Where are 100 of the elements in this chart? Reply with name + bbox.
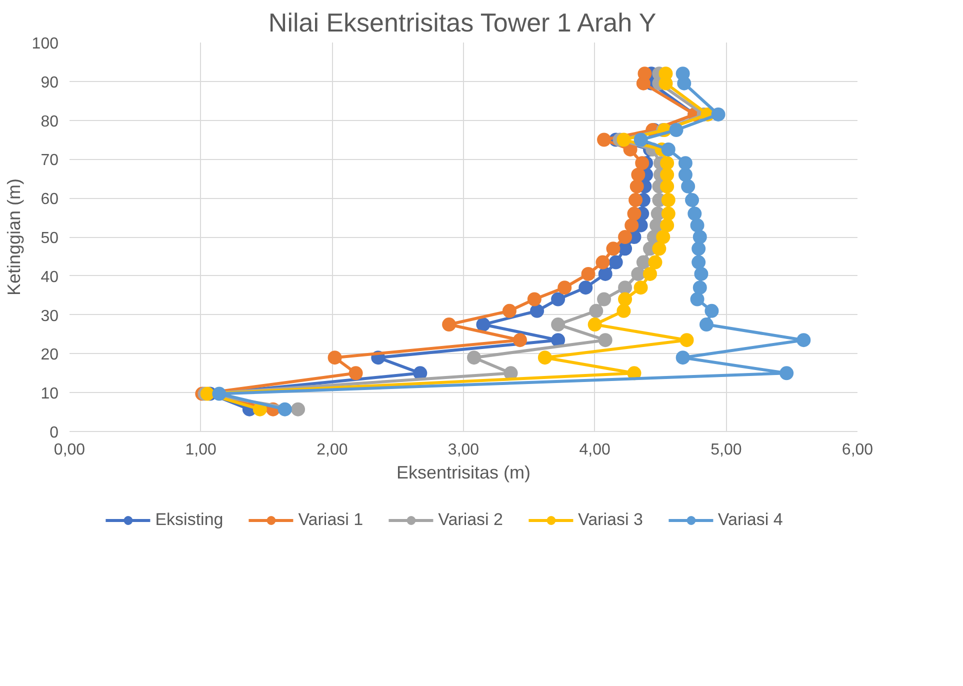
point bbox=[348, 366, 363, 380]
point bbox=[660, 156, 674, 170]
point bbox=[681, 179, 696, 194]
point bbox=[558, 280, 572, 295]
y-tick-label: 50 bbox=[40, 230, 59, 247]
point bbox=[616, 132, 631, 147]
point bbox=[692, 255, 706, 270]
point bbox=[631, 168, 646, 182]
point bbox=[660, 179, 674, 194]
y-tick-label: 70 bbox=[40, 152, 59, 170]
point bbox=[596, 255, 610, 270]
point bbox=[597, 292, 612, 306]
point bbox=[212, 386, 226, 401]
y-tick-label: 30 bbox=[40, 308, 59, 325]
point bbox=[328, 350, 342, 365]
point bbox=[538, 350, 552, 365]
point bbox=[692, 230, 707, 244]
point bbox=[660, 218, 674, 232]
y-tick-label: 60 bbox=[40, 191, 59, 208]
y-tick-label: 20 bbox=[40, 346, 59, 364]
legend-label: Variasi 2 bbox=[438, 510, 504, 530]
point bbox=[527, 292, 542, 306]
point bbox=[608, 255, 623, 270]
point bbox=[606, 242, 620, 256]
point bbox=[616, 304, 631, 318]
point bbox=[642, 266, 657, 281]
point bbox=[597, 132, 612, 147]
x-tick-label: 6,00 bbox=[842, 442, 874, 458]
point bbox=[685, 193, 700, 208]
point bbox=[551, 318, 566, 332]
point bbox=[680, 333, 694, 348]
point bbox=[638, 66, 652, 81]
x-tick-label: 3,00 bbox=[448, 442, 480, 458]
point bbox=[676, 66, 690, 81]
point bbox=[551, 333, 566, 348]
point bbox=[467, 350, 482, 365]
point bbox=[476, 318, 490, 332]
y-tick-label: 80 bbox=[40, 113, 59, 130]
y-axis-title: Ketinggian (m) bbox=[4, 178, 24, 296]
point bbox=[678, 156, 692, 170]
point bbox=[598, 266, 612, 281]
point bbox=[699, 318, 714, 332]
x-tick-label: 1,00 bbox=[185, 442, 217, 458]
point bbox=[631, 266, 646, 281]
chart-title: Nilai Eksentrisitas Tower 1 Arah Y bbox=[268, 8, 656, 38]
x-axis-title: Eksentrisitas (m) bbox=[396, 462, 531, 482]
legend-label: Variasi 1 bbox=[298, 510, 364, 530]
point bbox=[711, 107, 726, 122]
point bbox=[661, 193, 676, 208]
x-tick-label: 4,00 bbox=[579, 442, 611, 458]
y-tick-label: 40 bbox=[40, 268, 59, 286]
point bbox=[618, 230, 632, 244]
point bbox=[678, 168, 692, 182]
point bbox=[648, 255, 662, 270]
point bbox=[512, 333, 527, 348]
point bbox=[636, 255, 650, 270]
point bbox=[669, 123, 684, 138]
point bbox=[796, 333, 811, 348]
point bbox=[624, 218, 639, 232]
point bbox=[581, 266, 596, 281]
legend-label: Variasi 4 bbox=[718, 510, 783, 530]
point bbox=[278, 402, 292, 416]
point bbox=[588, 318, 602, 332]
point bbox=[692, 280, 707, 295]
point bbox=[200, 386, 214, 401]
x-tick-label: 5,00 bbox=[710, 442, 742, 458]
point bbox=[630, 179, 644, 194]
point bbox=[551, 292, 566, 306]
point bbox=[661, 206, 676, 221]
point bbox=[634, 132, 648, 147]
point bbox=[652, 242, 666, 256]
point bbox=[634, 280, 648, 295]
point bbox=[578, 280, 593, 295]
point bbox=[661, 142, 676, 156]
x-tick-label: 2,00 bbox=[316, 442, 348, 458]
point bbox=[704, 304, 719, 318]
point bbox=[627, 206, 642, 221]
point bbox=[589, 304, 604, 318]
point bbox=[692, 242, 706, 256]
point bbox=[688, 206, 702, 221]
legend-label: Eksisting bbox=[155, 510, 224, 530]
point bbox=[598, 333, 612, 348]
legend-label: Variasi 3 bbox=[578, 510, 643, 530]
point bbox=[780, 366, 794, 380]
point bbox=[690, 218, 704, 232]
point bbox=[694, 266, 708, 281]
point bbox=[291, 402, 306, 416]
point bbox=[618, 280, 632, 295]
point bbox=[530, 304, 544, 318]
point bbox=[656, 230, 670, 244]
point bbox=[635, 156, 650, 170]
point bbox=[502, 304, 516, 318]
x-tick-label: 0,00 bbox=[54, 442, 86, 458]
y-tick-label: 90 bbox=[40, 74, 59, 92]
point bbox=[442, 318, 456, 332]
point bbox=[618, 292, 632, 306]
y-tick-label: 10 bbox=[40, 386, 59, 403]
y-tick-label: 0 bbox=[50, 424, 59, 442]
point bbox=[660, 168, 674, 182]
point bbox=[676, 350, 690, 365]
